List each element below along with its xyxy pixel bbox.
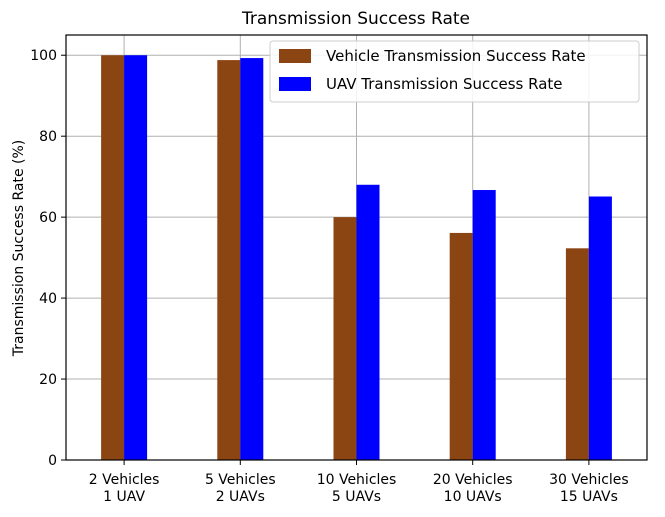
bar-vehicle — [565, 248, 589, 460]
legend-label-vehicle: Vehicle Transmission Success Rate — [326, 47, 586, 65]
x-tick-label: 15 UAVs — [560, 489, 618, 505]
legend-swatch-uav — [279, 77, 311, 91]
y-tick-label: 100 — [30, 48, 57, 64]
bar-uav — [240, 58, 264, 460]
bar-uav — [356, 184, 380, 460]
x-tick-label: 5 UAVs — [332, 489, 381, 505]
y-tick-label: 0 — [48, 453, 57, 469]
chart-title: Transmission Success Rate — [241, 9, 470, 29]
bar-uav — [124, 55, 148, 460]
x-tick-label: 2 Vehicles — [89, 472, 160, 488]
y-tick-label: 80 — [39, 129, 57, 145]
y-ticks: 0 20 40 60 80 100 — [30, 48, 66, 469]
bar-vehicle — [333, 217, 357, 460]
x-tick-label: 5 Vehicles — [205, 472, 276, 488]
legend-label-uav: UAV Transmission Success Rate — [326, 75, 563, 93]
x-tick-label: 2 UAVs — [216, 489, 265, 505]
y-tick-label: 20 — [39, 372, 57, 388]
y-tick-label: 40 — [39, 291, 57, 307]
bar-vehicle — [217, 60, 241, 460]
bar-vehicle — [101, 55, 125, 460]
y-axis-label: Transmission Success Rate (%) — [11, 140, 27, 357]
bar-vehicle — [449, 232, 473, 460]
x-tick-label: 10 Vehicles — [317, 472, 397, 488]
legend-swatch-vehicle — [279, 49, 311, 63]
x-tick-label: 30 Vehicles — [549, 472, 629, 488]
y-tick-label: 60 — [39, 210, 57, 226]
x-tick-label: 10 UAVs — [444, 489, 502, 505]
bar-uav — [472, 190, 496, 460]
x-tick-label: 20 Vehicles — [433, 472, 513, 488]
bars — [101, 55, 612, 460]
bar-uav — [588, 196, 612, 460]
legend: Vehicle Transmission Success Rate UAV Tr… — [269, 40, 640, 103]
legend-box — [269, 40, 640, 103]
x-tick-label: 1 UAV — [103, 489, 145, 505]
